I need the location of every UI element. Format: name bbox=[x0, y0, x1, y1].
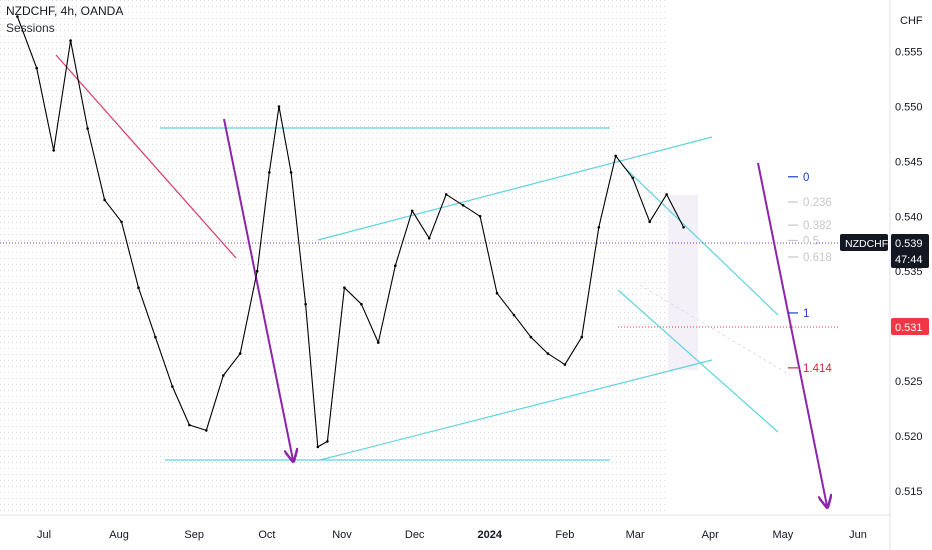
purple-arrow-2[interactable] bbox=[757, 162, 827, 506]
x-tick-label-0: Jul bbox=[37, 529, 51, 541]
price-point-29 bbox=[478, 215, 482, 218]
price-point-25 bbox=[410, 209, 414, 213]
y-tick-label-2: 0.545 bbox=[895, 156, 923, 168]
price-point-0 bbox=[16, 15, 19, 18]
price-point-1 bbox=[35, 66, 38, 70]
fib-label-2: 0.382 bbox=[803, 220, 832, 232]
falling-channel-upper[interactable] bbox=[621, 164, 779, 316]
fib-label-0: 0 bbox=[803, 172, 809, 184]
x-tick-label-7: Feb bbox=[555, 529, 574, 541]
x-tick-label-4: Nov bbox=[332, 529, 352, 541]
price-point-2 bbox=[52, 149, 55, 152]
price-point-37 bbox=[614, 154, 617, 158]
x-tick-label-1: Aug bbox=[109, 529, 129, 541]
currency-label[interactable]: CHF bbox=[900, 15, 923, 27]
fib-retracement[interactable]: 0 0.236 0.382 0.5 0.618 1 1.414 bbox=[788, 172, 832, 375]
price-point-35 bbox=[580, 335, 584, 339]
price-point-8 bbox=[154, 335, 157, 339]
price-point-18 bbox=[304, 302, 307, 306]
last-price-badge bbox=[891, 234, 929, 268]
price-point-31 bbox=[512, 313, 516, 317]
price-point-36 bbox=[597, 226, 601, 229]
price-point-6 bbox=[120, 220, 123, 224]
falling-channel-lower[interactable] bbox=[617, 289, 779, 433]
drawing-layer bbox=[0, 54, 838, 506]
price-point-13 bbox=[238, 352, 242, 355]
price-point-11 bbox=[205, 429, 208, 432]
countdown-text: 47:44 bbox=[895, 254, 923, 266]
rising-channel-upper[interactable] bbox=[317, 136, 713, 241]
fib-label-5: 1 bbox=[803, 308, 809, 320]
y-tick-label-0: 0.555 bbox=[895, 47, 923, 59]
fib-label-1: 0.236 bbox=[803, 197, 832, 209]
fib-label-3: 0.5 bbox=[803, 235, 819, 247]
red-level-badge bbox=[891, 318, 929, 335]
price-point-26 bbox=[427, 237, 431, 240]
indicator-label[interactable]: Sessions bbox=[6, 21, 55, 35]
price-point-10 bbox=[188, 423, 191, 427]
price-point-34 bbox=[563, 363, 567, 366]
price-point-30 bbox=[495, 291, 499, 295]
fib-label-4: 0.618 bbox=[803, 252, 832, 264]
symbol-title[interactable]: NZDCHF, 4h, OANDA bbox=[6, 4, 124, 18]
price-point-16 bbox=[277, 105, 281, 108]
x-tick-label-6: 2024 bbox=[478, 529, 503, 541]
price-series-line bbox=[16, 16, 685, 448]
y-tick-label-3: 0.540 bbox=[895, 211, 923, 223]
price-point-22 bbox=[360, 302, 363, 306]
session-dots-background bbox=[0, 0, 668, 515]
price-point-17 bbox=[289, 171, 293, 174]
price-point-32 bbox=[529, 335, 533, 339]
price-point-4 bbox=[86, 127, 89, 130]
y-tick-label-6: 0.525 bbox=[895, 376, 923, 388]
x-tick-label-11: Jun bbox=[849, 529, 867, 541]
price-point-23 bbox=[377, 341, 380, 344]
price-point-21 bbox=[343, 286, 346, 290]
price-point-5 bbox=[103, 198, 106, 202]
y-tick-label-7: 0.520 bbox=[895, 431, 923, 443]
x-tick-label-2: Sep bbox=[184, 529, 204, 541]
x-tick-label-3: Oct bbox=[258, 529, 275, 541]
price-point-40 bbox=[665, 193, 668, 196]
x-tick-label-10: May bbox=[773, 529, 794, 541]
price-point-33 bbox=[546, 352, 550, 355]
last-price-text: 0.539 bbox=[895, 238, 923, 250]
x-tick-label-8: Mar bbox=[626, 529, 645, 541]
price-point-12 bbox=[222, 374, 225, 377]
x-tick-label-5: Dec bbox=[405, 529, 425, 541]
fib-label-6: 1.414 bbox=[803, 363, 832, 375]
y-tick-label-1: 0.550 bbox=[895, 102, 923, 114]
price-point-3 bbox=[69, 39, 72, 42]
red-level-text: 0.531 bbox=[895, 322, 923, 334]
price-point-39 bbox=[648, 220, 651, 224]
symbol-badge-text: NZDCHF bbox=[845, 238, 888, 250]
price-point-19 bbox=[316, 445, 320, 449]
faint-projection bbox=[639, 284, 791, 376]
price-point-28 bbox=[461, 204, 465, 207]
rising-channel-lower[interactable] bbox=[319, 359, 713, 461]
chart-legend[interactable]: NZDCHF, 4h, OANDA Sessions bbox=[6, 3, 123, 37]
price-point-41 bbox=[682, 226, 685, 229]
red-trend-line[interactable] bbox=[55, 54, 237, 259]
price-point-24 bbox=[394, 264, 397, 268]
price-point-38 bbox=[631, 176, 634, 180]
time-axis[interactable]: Jul Aug Sep Oct Nov Dec 2024 Feb Mar Apr May Jun bbox=[37, 529, 867, 541]
x-tick-label-9: Apr bbox=[702, 529, 719, 541]
price-points bbox=[16, 15, 685, 449]
price-point-27 bbox=[444, 193, 448, 196]
price-point-20 bbox=[326, 440, 329, 443]
price-point-9 bbox=[171, 385, 174, 388]
y-tick-label-8: 0.515 bbox=[895, 486, 923, 498]
session-dots-shadow bbox=[668, 195, 698, 370]
price-point-7 bbox=[137, 286, 140, 290]
purple-arrow-1[interactable] bbox=[223, 118, 293, 460]
y-tick-label-4: 0.535 bbox=[895, 266, 923, 278]
price-axis-panel bbox=[890, 0, 932, 550]
symbol-badge bbox=[840, 234, 888, 251]
price-point-15 bbox=[268, 171, 271, 174]
price-point-14 bbox=[255, 269, 259, 273]
